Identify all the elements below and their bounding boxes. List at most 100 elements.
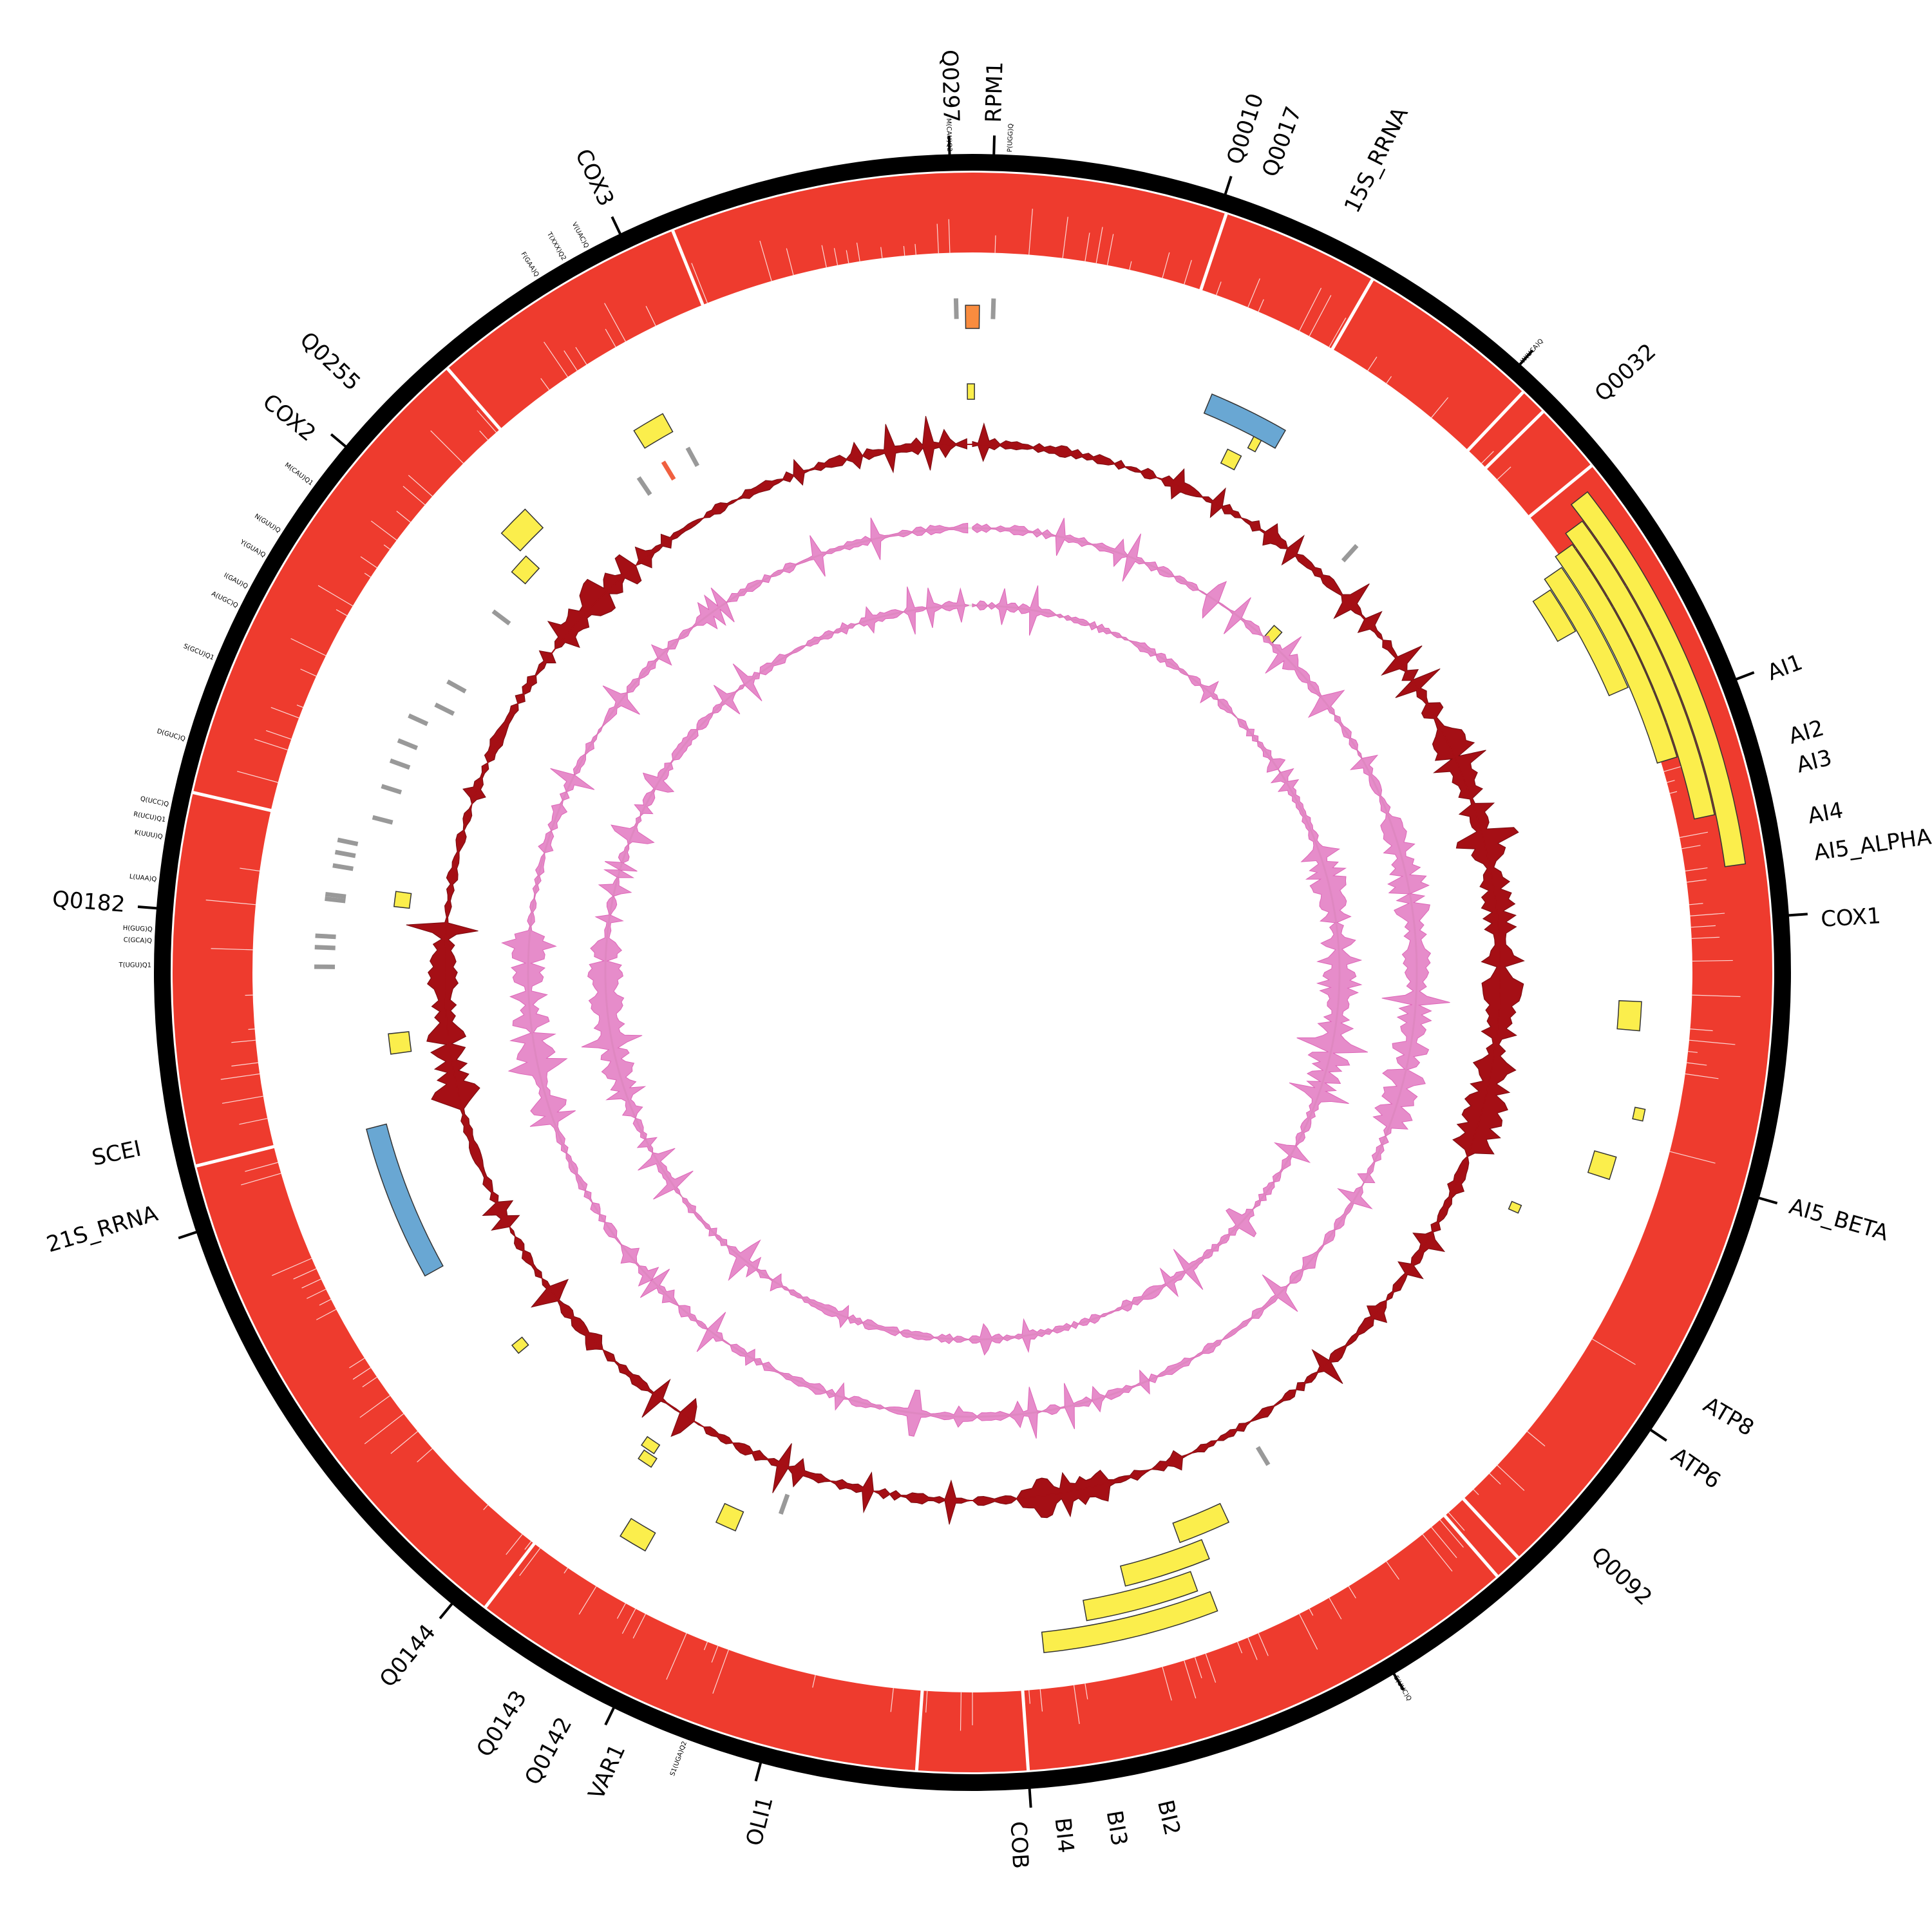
- tick-mark: [137, 905, 166, 911]
- coverage-notch: [1685, 867, 1708, 872]
- coverage-notch: [948, 219, 951, 253]
- coverage-notch: [408, 475, 433, 497]
- coverage-notch: [1688, 1051, 1698, 1053]
- coverage-notch: [1431, 397, 1449, 418]
- coverage-notch: [1681, 845, 1701, 849]
- coverage-notch: [390, 1431, 418, 1454]
- coverage-notch: [349, 1358, 365, 1368]
- gene-label: ATP8: [1699, 1392, 1758, 1441]
- gene-label: AI4: [1806, 797, 1845, 829]
- tick-mark: [604, 1700, 619, 1726]
- coverage-notch: [1309, 295, 1332, 337]
- feature-yellow: [511, 555, 540, 585]
- trna-mark: [685, 446, 700, 468]
- trna-mark: [389, 758, 411, 770]
- gc-baseline: [444, 444, 1501, 1501]
- feature-yellow: [1119, 1539, 1210, 1587]
- coverage-notch: [1258, 1633, 1269, 1656]
- tick-mark: [1643, 1424, 1667, 1442]
- coverage-gap: [1330, 277, 1375, 352]
- coverage-notch: [1685, 1073, 1719, 1079]
- coverage-notch: [691, 263, 708, 303]
- coverage-notch: [1497, 466, 1511, 480]
- trna-mark: [636, 476, 652, 496]
- coverage-notch: [880, 247, 883, 258]
- coverage-notch: [1329, 1597, 1342, 1620]
- coverage-notch: [1592, 1338, 1636, 1365]
- trna-label: H(GUG)Q: [122, 925, 153, 933]
- coverage-notch: [544, 341, 569, 377]
- coverage-notch: [786, 248, 794, 276]
- trna-mark: [434, 703, 455, 716]
- trna-mark: [990, 298, 996, 319]
- coverage-notch: [1028, 209, 1033, 255]
- trna-mark: [1255, 1446, 1271, 1466]
- coverage-notch: [254, 739, 288, 751]
- coverage-notch: [1367, 356, 1378, 371]
- coverage-gap: [483, 1541, 537, 1610]
- feature-yellow: [1508, 1200, 1522, 1214]
- coverage-notch: [1309, 1608, 1314, 1616]
- coverage-notch: [362, 1376, 377, 1388]
- coverage-notch: [220, 1073, 260, 1080]
- gene-label: COB: [1005, 1821, 1034, 1870]
- tick-marks: [137, 135, 1808, 1808]
- coverage-notch: [317, 585, 353, 607]
- coverage-notch: [1690, 1028, 1713, 1032]
- coverage-notch: [1690, 913, 1725, 916]
- at-skew-track: [581, 585, 1368, 1356]
- gene-label: Q0092: [1586, 1542, 1657, 1611]
- coverage-notch: [1692, 960, 1733, 962]
- coverage-notch: [1247, 1637, 1258, 1660]
- coverage-gap: [445, 366, 503, 432]
- coverage-notch: [1084, 232, 1090, 261]
- coverage-notch: [1258, 299, 1264, 312]
- feature-yellow: [1555, 544, 1678, 764]
- coverage-notch: [711, 1645, 719, 1663]
- coverage-notch: [1073, 1685, 1080, 1725]
- coverage-notch: [430, 430, 464, 464]
- gene-label: Q0144: [375, 1620, 441, 1692]
- coverage-notch: [1039, 1689, 1043, 1712]
- trna-label: D(GUC)Q: [156, 728, 186, 743]
- coverage-notch: [605, 328, 616, 348]
- coverage-notch: [1062, 216, 1068, 258]
- trna-mark: [315, 933, 336, 940]
- coverage-notch: [1690, 925, 1716, 928]
- trna-mark: [446, 679, 467, 694]
- feature-yellow: [638, 1449, 658, 1468]
- trna-label: A(UGC)Q: [210, 591, 239, 610]
- coverage-notch: [1299, 1613, 1318, 1650]
- feature-yellow: [1532, 589, 1577, 642]
- coverage-gap: [670, 228, 705, 308]
- gene-label: Q0255: [295, 327, 366, 396]
- feature-yellow: [500, 508, 544, 552]
- feature-yellow: [1544, 567, 1629, 697]
- trna-label: W(UCA)Q: [1519, 337, 1545, 365]
- coverage-notch: [1431, 1527, 1457, 1558]
- tick-mark: [330, 433, 353, 453]
- coverage-notch: [402, 486, 426, 506]
- coverage-notch: [240, 867, 260, 872]
- coverage-notch: [1687, 1062, 1707, 1066]
- coverage-gap: [1483, 409, 1546, 471]
- feature-yellow: [1041, 1591, 1218, 1654]
- coverage-notch: [1106, 234, 1114, 265]
- coverage-gap: [1442, 1513, 1500, 1579]
- gene-label: BI4: [1050, 1817, 1079, 1855]
- tick-mark: [947, 135, 951, 163]
- coverage-notch: [272, 1258, 312, 1276]
- trna-label: T(XXX)Q2: [545, 231, 567, 262]
- coverage-gap: [1465, 390, 1526, 453]
- coverage-notch: [239, 1118, 268, 1125]
- coverage-notch: [632, 1613, 646, 1639]
- coverage-notch: [316, 1309, 337, 1320]
- coverage-notch: [540, 378, 550, 390]
- tick-mark: [1388, 1666, 1405, 1691]
- coverage-notch: [524, 1541, 532, 1550]
- coverage-notch: [1669, 791, 1678, 794]
- feature-yellow: [967, 383, 975, 400]
- feature-yellow: [388, 1031, 412, 1055]
- coverage-gap: [1021, 1689, 1030, 1773]
